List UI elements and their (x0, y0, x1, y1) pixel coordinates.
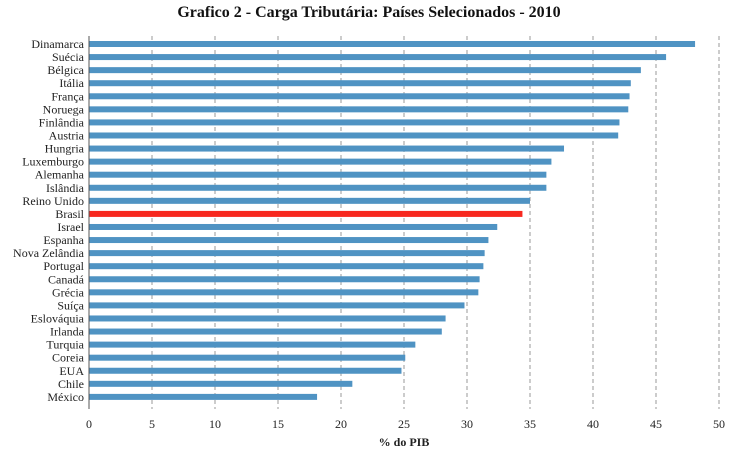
category-label: Islândia (46, 181, 85, 195)
x-tick-label: 20 (335, 417, 347, 431)
x-tick-label: 0 (86, 417, 92, 431)
category-label: Espanha (43, 233, 84, 247)
category-label: Hungria (45, 142, 85, 156)
x-tick-label: 50 (713, 417, 725, 431)
grid-lines (151, 36, 720, 409)
x-tick-label: 35 (524, 417, 536, 431)
category-label: Dinamarca (31, 37, 84, 51)
category-label: Brasil (55, 207, 84, 221)
bar (89, 223, 498, 230)
category-label: Turquia (46, 338, 84, 352)
bar (89, 289, 479, 296)
x-tick-label: 10 (209, 417, 221, 431)
bar (89, 367, 402, 374)
x-tick-label: 5 (149, 417, 155, 431)
x-tick-label: 30 (461, 417, 473, 431)
category-label: EUA (59, 364, 84, 378)
bar (89, 106, 629, 113)
x-tick-labels: 0 5 10 15 20 25 30 35 40 45 50 (86, 417, 725, 431)
bar (89, 145, 565, 152)
category-label: Bélgica (47, 63, 84, 77)
bar (89, 237, 489, 244)
bar (89, 54, 667, 61)
x-tick-label: 25 (398, 417, 410, 431)
bar (89, 41, 696, 47)
category-label: França (51, 89, 84, 103)
x-tick-label: 40 (587, 417, 599, 431)
category-label: Irlanda (50, 325, 85, 339)
category-label: Israel (57, 220, 84, 234)
category-label: Portugal (43, 259, 84, 273)
category-label: Finlândia (39, 115, 85, 129)
category-label: Grécia (52, 285, 85, 299)
bar (89, 250, 485, 257)
bar (89, 276, 480, 283)
bar (89, 132, 619, 139)
category-label: Itália (59, 76, 84, 90)
x-tick-label: 45 (650, 417, 662, 431)
bar (89, 184, 547, 191)
bar (89, 210, 523, 217)
bar (89, 328, 442, 335)
category-label: Luxemburgo (22, 155, 84, 169)
category-label: Austria (49, 128, 85, 142)
bar (89, 171, 547, 178)
bar (89, 158, 552, 165)
category-label: Suíça (57, 298, 84, 312)
bar (89, 197, 530, 204)
bar (89, 393, 318, 400)
category-labels: DinamarcaSuéciaBélgicaItáliaFrançaNorueg… (13, 37, 85, 404)
chart-title: Grafico 2 - Carga Tributária: Países Sel… (177, 4, 560, 21)
bar (89, 263, 484, 270)
bar (89, 341, 416, 348)
category-label: Canadá (48, 272, 85, 286)
x-axis-title: % do PIB (379, 435, 430, 449)
category-label: Suécia (52, 50, 85, 64)
bar (89, 302, 465, 309)
bar (89, 380, 353, 387)
bar (89, 93, 630, 100)
bars (89, 41, 696, 400)
category-label: Noruega (43, 102, 85, 116)
category-label: Chile (58, 377, 84, 391)
category-label: Coreia (52, 351, 85, 365)
x-tick-label: 15 (272, 417, 284, 431)
bar (89, 315, 446, 322)
category-label: México (47, 390, 84, 404)
bar (89, 119, 620, 126)
bar (89, 80, 631, 87)
category-label: Reino Unido (22, 194, 84, 208)
bar (89, 354, 406, 361)
bar (89, 67, 641, 74)
category-label: Nova Zelândia (13, 246, 85, 260)
category-label: Eslováquia (31, 311, 85, 325)
category-label: Alemanha (35, 168, 85, 182)
